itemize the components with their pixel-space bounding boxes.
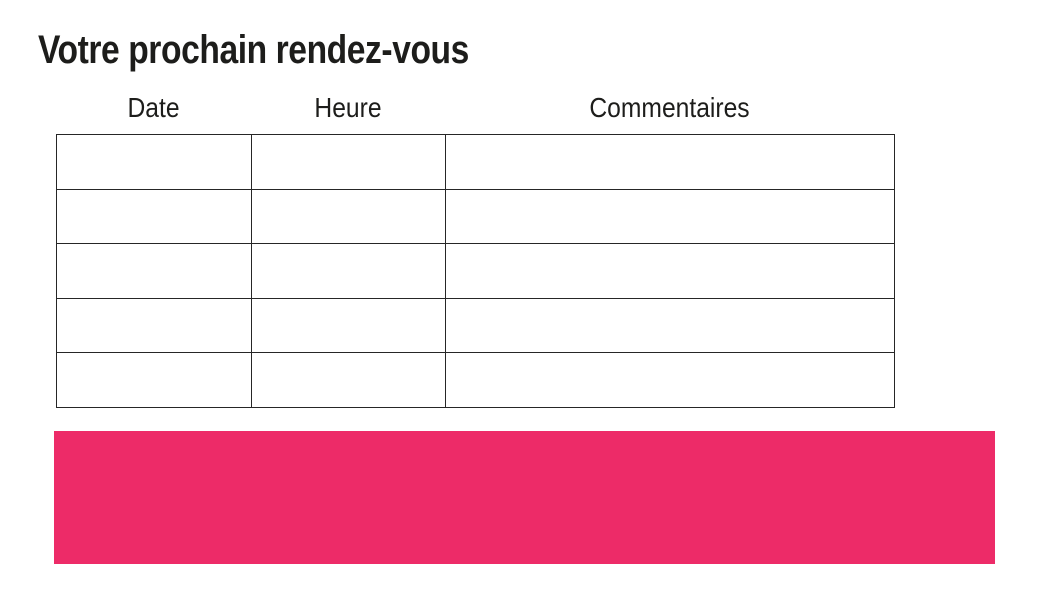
table-cell <box>56 188 252 245</box>
table-cell <box>445 188 895 245</box>
table-cell <box>251 134 446 190</box>
table-cell <box>56 352 252 408</box>
column-header-date: Date <box>127 92 180 123</box>
appointments-table <box>56 134 895 408</box>
table-cell <box>56 243 252 299</box>
page-title: Votre prochain rendez-vous <box>38 28 469 72</box>
table-row <box>56 352 895 408</box>
column-header-commentaires: Commentaires <box>589 92 750 123</box>
table-row <box>56 188 895 245</box>
table-cell <box>56 297 252 354</box>
column-header-heure: Heure <box>314 92 382 123</box>
table-cell <box>251 352 446 408</box>
table-cell <box>251 297 446 354</box>
table-cell <box>56 134 252 190</box>
table-cell <box>251 243 446 299</box>
table-row <box>56 297 895 354</box>
table-row <box>56 134 895 190</box>
table-cell <box>445 134 895 190</box>
highlight-block <box>54 431 995 564</box>
table-cell <box>445 297 895 354</box>
table-row <box>56 243 895 299</box>
table-column-headers: Date Heure Commentaires <box>56 92 894 132</box>
table-cell <box>445 243 895 299</box>
table-cell <box>445 352 895 408</box>
table-cell <box>251 188 446 245</box>
appointments-table-body <box>56 134 895 408</box>
